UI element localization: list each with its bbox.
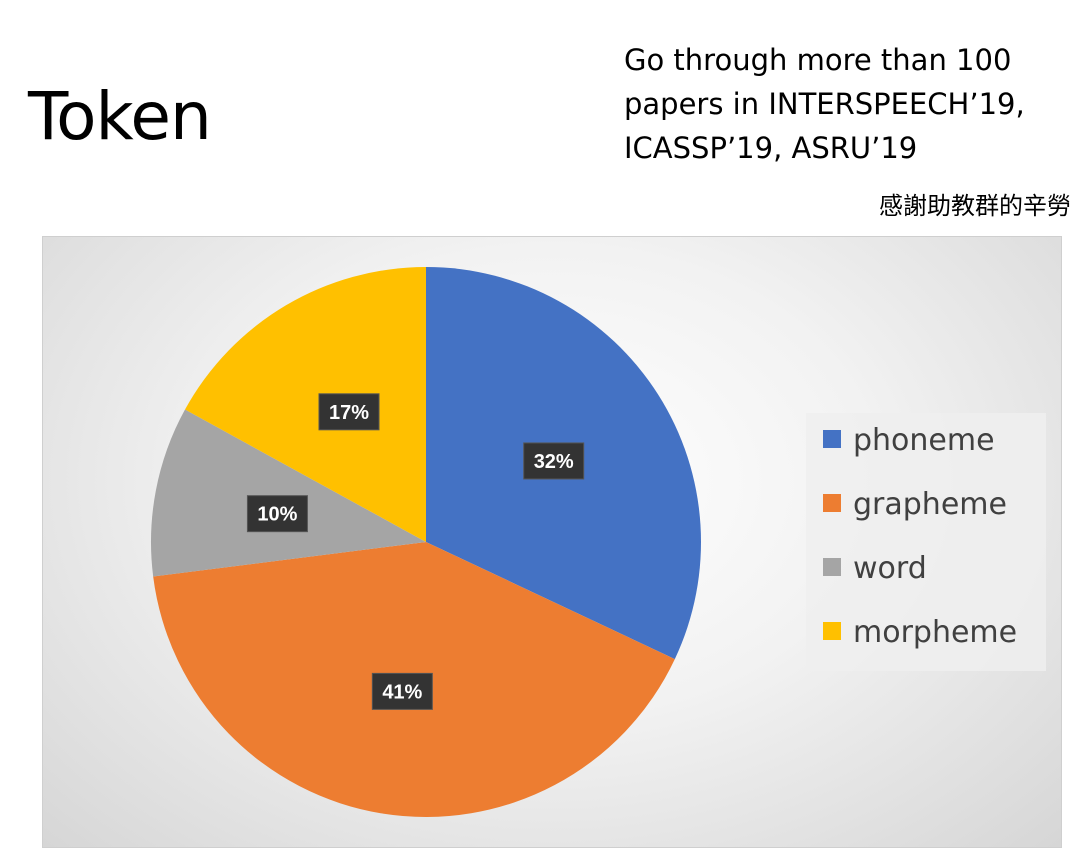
data-label-background <box>246 495 308 533</box>
data-label-background <box>523 442 585 480</box>
survey-note-line: ICASSP’19, ASRU’19 <box>624 131 918 165</box>
legend-swatch-grapheme <box>823 494 841 512</box>
acknowledgement-text: 感謝助教群的辛勞 <box>879 192 1071 220</box>
slide-title: Token <box>28 78 212 155</box>
survey-note: Go through more than 100 papers in INTER… <box>624 38 1072 170</box>
survey-note-line: Go through more than 100 <box>624 43 1012 77</box>
data-label-phoneme: 32% <box>534 451 574 473</box>
pie-slice-morpheme <box>185 267 426 542</box>
data-label-background <box>318 393 380 431</box>
legend-swatch-morpheme <box>823 622 841 640</box>
legend-label-word: word <box>853 551 927 586</box>
pie-slices <box>151 267 701 818</box>
pie-chart: 32% 41% 10% 17% phoneme grapheme word morpheme <box>151 267 1046 818</box>
data-label-word: 10% <box>257 504 297 526</box>
legend-background <box>806 413 1046 671</box>
data-label-background <box>371 672 433 710</box>
data-label-morpheme: 17% <box>329 402 369 424</box>
legend-label-morpheme: morpheme <box>853 615 1017 650</box>
pie-data-labels: 32% 41% 10% 17% <box>246 393 585 710</box>
data-label-grapheme: 41% <box>382 681 422 703</box>
legend-swatch-word <box>823 558 841 576</box>
legend-label-phoneme: phoneme <box>853 423 995 458</box>
pie-slice-word <box>151 409 426 577</box>
legend-label-grapheme: grapheme <box>853 487 1007 522</box>
pie-chart-panel: 32% 41% 10% 17% phoneme grapheme word morpheme <box>42 236 1062 848</box>
legend-swatch-phoneme <box>823 430 841 448</box>
survey-note-line: papers in INTERSPEECH’19, <box>624 87 1025 121</box>
chart-legend: phoneme grapheme word morpheme <box>806 413 1046 671</box>
